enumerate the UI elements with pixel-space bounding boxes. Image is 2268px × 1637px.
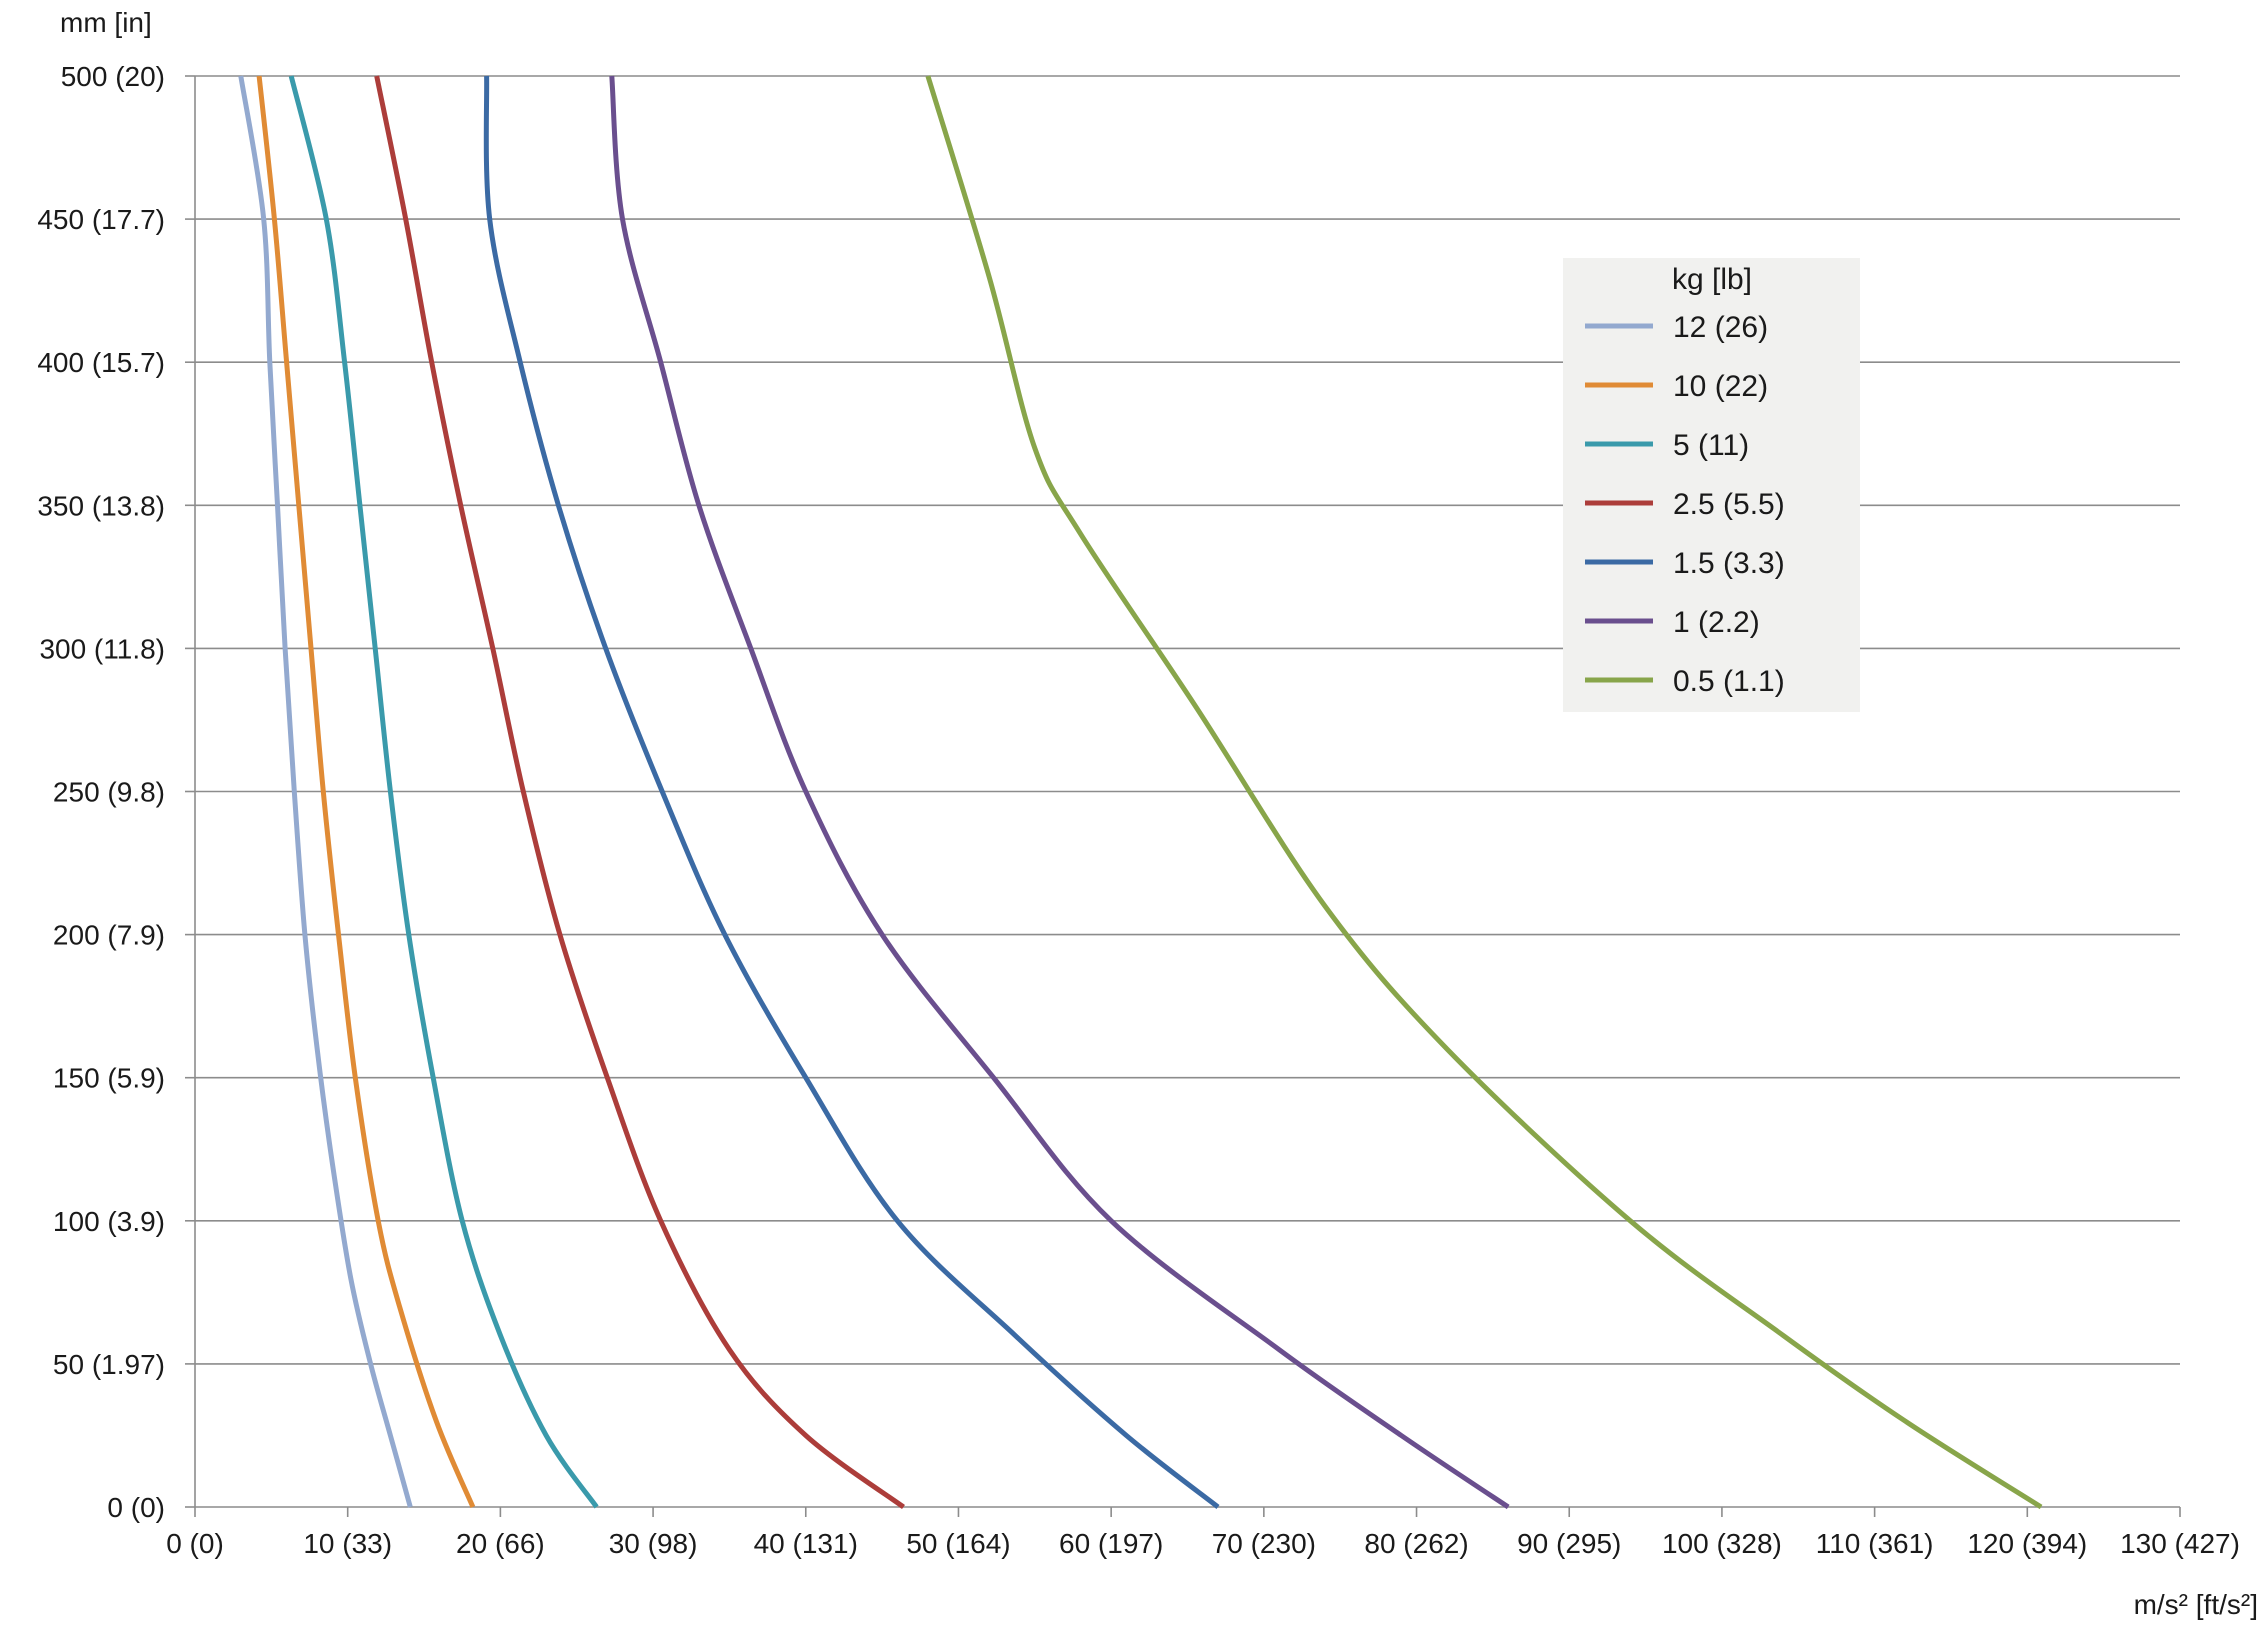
legend-label-3: 2.5 (5.5) bbox=[1673, 488, 1785, 521]
x-tick-label-6: 60 (197) bbox=[1059, 1528, 1163, 1559]
x-tick-label-3: 30 (98) bbox=[609, 1528, 698, 1559]
y-tick-label-7: 350 (13.8) bbox=[37, 490, 165, 521]
legend-label-6: 0.5 (1.1) bbox=[1673, 665, 1785, 698]
series-line-1 bbox=[256, 75, 476, 1508]
y-tick-label-6: 300 (11.8) bbox=[39, 633, 165, 664]
x-tick-label-12: 120 (394) bbox=[1967, 1528, 2087, 1559]
legend-background bbox=[1563, 258, 1860, 712]
legend-label-0: 12 (26) bbox=[1673, 311, 1768, 344]
series-line-6 bbox=[925, 75, 2043, 1510]
series-line-4 bbox=[483, 75, 1220, 1509]
y-tick-label-9: 450 (17.7) bbox=[37, 204, 165, 235]
series-lines bbox=[238, 75, 2043, 1510]
x-tick-label-5: 50 (164) bbox=[906, 1528, 1010, 1559]
y-axis-title: mm [in] bbox=[60, 7, 152, 38]
y-tick-label-5: 250 (9.8) bbox=[53, 777, 165, 808]
series-line-2 bbox=[288, 75, 599, 1509]
axes bbox=[185, 75, 2181, 1517]
legend-label-2: 5 (11) bbox=[1673, 429, 1749, 462]
x-tick-label-11: 110 (361) bbox=[1816, 1528, 1934, 1559]
x-axis-title: m/s² [ft/s²] bbox=[2134, 1589, 2258, 1620]
legend-label-5: 1 (2.2) bbox=[1673, 606, 1760, 639]
x-tick-label-7: 70 (230) bbox=[1212, 1528, 1316, 1559]
legend-items: 12 (26) 10 (22) 5 (11) 2.5 (5.5) 1.5 (3.3) 1 … bbox=[1585, 311, 1785, 698]
x-tick-label-9: 90 (295) bbox=[1517, 1528, 1621, 1559]
series-line-5 bbox=[609, 75, 1510, 1510]
legend: kg [lb] 12 (26) 10 (22) 5 (11) 2.5 (5.5) 1.5… bbox=[1563, 258, 1860, 712]
legend-label-1: 10 (22) bbox=[1673, 370, 1768, 403]
x-tick-label-2: 20 (66) bbox=[456, 1528, 545, 1559]
series-line-3 bbox=[374, 75, 905, 1510]
y-tick-label-2: 100 (3.9) bbox=[53, 1206, 165, 1237]
legend-title: kg [lb] bbox=[1672, 263, 1752, 296]
y-tick-label-1: 50 (1.97) bbox=[53, 1349, 165, 1380]
x-tick-label-4: 40 (131) bbox=[754, 1528, 858, 1559]
x-tick-label-0: 0 (0) bbox=[166, 1528, 224, 1559]
x-tick-label-13: 130 (427) bbox=[2120, 1528, 2240, 1559]
grid-lines bbox=[195, 75, 2180, 1365]
y-tick-label-4: 200 (7.9) bbox=[53, 920, 165, 951]
y-tick-label-0: 0 (0) bbox=[107, 1492, 165, 1523]
y-tick-label-10: 500 (20) bbox=[61, 61, 165, 92]
x-tick-label-1: 10 (33) bbox=[303, 1528, 392, 1559]
y-tick-label-3: 150 (5.9) bbox=[53, 1063, 165, 1094]
series-line-0 bbox=[238, 75, 413, 1508]
legend-label-4: 1.5 (3.3) bbox=[1673, 547, 1785, 580]
x-tick-label-8: 80 (262) bbox=[1364, 1528, 1468, 1559]
y-tick-label-8: 400 (15.7) bbox=[37, 347, 165, 378]
tick-labels: 0 (0) 50 (1.97) 100 (3.9) 150 (5.9) 200 (7.9… bbox=[37, 61, 2240, 1559]
x-tick-label-10: 100 (328) bbox=[1662, 1528, 1782, 1559]
